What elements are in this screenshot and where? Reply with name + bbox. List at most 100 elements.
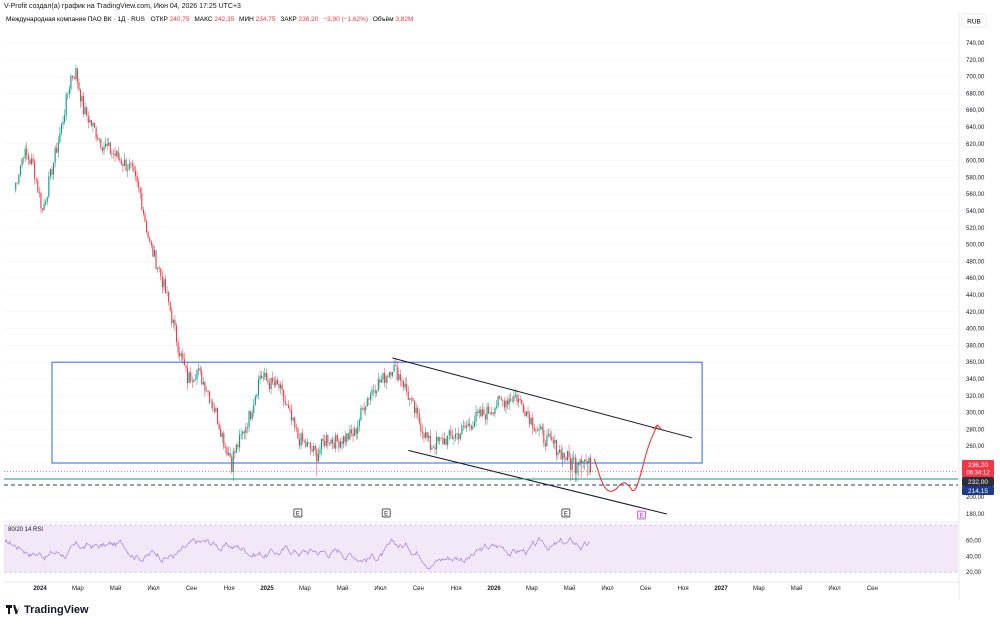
time-tick-label: Ноя — [678, 586, 689, 592]
candle-body — [153, 250, 155, 257]
candle-body — [250, 411, 252, 419]
candle-body — [398, 374, 400, 380]
price-tick-label: 720,00 — [966, 58, 985, 64]
grid — [4, 42, 958, 515]
candle-body — [486, 406, 488, 420]
tradingview-logo[interactable]: TradingView — [6, 604, 89, 616]
time-tick-label: Май — [564, 585, 576, 592]
rsi-pane[interactable] — [4, 521, 959, 573]
candle-body — [456, 433, 458, 435]
earnings-marker[interactable] — [381, 508, 391, 518]
candle-body — [472, 426, 474, 429]
candle-body — [387, 376, 389, 377]
candle-body — [295, 427, 297, 429]
candle-body — [168, 292, 170, 303]
candle-body — [404, 383, 406, 388]
drawings[interactable] — [4, 357, 958, 515]
time-tick-label: Май — [791, 585, 803, 592]
candle-body — [73, 77, 75, 80]
candle-body — [43, 204, 45, 211]
candle-body — [330, 439, 332, 444]
candle-body — [72, 75, 74, 78]
candle-body — [142, 209, 144, 214]
candle-body — [223, 433, 225, 447]
candle-body — [499, 396, 501, 399]
candle-body — [544, 442, 546, 447]
candle-body — [355, 428, 357, 434]
candle-body — [414, 400, 416, 413]
candle-body — [147, 232, 149, 238]
candle-body — [388, 372, 390, 377]
candle-body — [529, 414, 531, 425]
price-tick-label: 180,00 — [966, 512, 985, 518]
channel-lower-line[interactable] — [408, 449, 667, 515]
candle-body — [505, 400, 507, 408]
price-tick-label: 600,00 — [966, 159, 985, 165]
candle-body — [53, 162, 55, 175]
candle-body — [98, 138, 100, 140]
candle-body — [374, 389, 376, 394]
candle-body — [40, 192, 42, 209]
candle-body — [95, 127, 97, 139]
candles[interactable] — [15, 64, 592, 483]
candle-body — [21, 158, 23, 166]
candle-body — [417, 407, 419, 414]
candle-body — [570, 457, 572, 470]
currency-badge[interactable] — [961, 13, 987, 28]
time-tick-label: Июл — [147, 586, 160, 592]
candle-body — [366, 398, 368, 407]
time-tick-label: 2024 — [33, 586, 47, 592]
legend-open-label: ОТКР — [151, 16, 168, 23]
candle-body — [146, 221, 148, 233]
earnings-marker-label: E — [296, 512, 300, 518]
candle-body — [579, 459, 581, 465]
candle-body — [588, 457, 590, 463]
candle-body — [450, 430, 452, 436]
rsi-line[interactable] — [4, 536, 590, 570]
candle-body — [555, 439, 557, 456]
price-tick-label: 340,00 — [966, 377, 985, 383]
candle-body — [305, 441, 307, 447]
projection-path[interactable] — [593, 424, 658, 492]
candle-body — [319, 449, 321, 454]
candle-body — [49, 168, 51, 177]
candle-body — [302, 433, 304, 442]
range-box[interactable] — [51, 361, 703, 464]
candle-body — [543, 430, 545, 443]
price-axis[interactable]: 740,00 720,00 700,00 680,00 660,00 640,00 620,… — [958, 12, 985, 600]
candle-body — [311, 448, 313, 452]
price-tick-label: 680,00 — [966, 91, 985, 97]
time-axis[interactable]: 2024 Мар Май Июл Сен Ноя 2025 Мар Май Июл Сен Ноя 20… — [4, 581, 959, 592]
time-tick-label: Мар — [72, 586, 84, 592]
candle-body — [171, 310, 173, 324]
time-tick-label: Сен — [186, 586, 197, 592]
earnings-marker-label: E — [384, 512, 388, 518]
candle-body — [483, 409, 485, 415]
candle-body — [128, 163, 130, 170]
candle-body — [196, 370, 198, 380]
candle-body — [272, 377, 274, 383]
candle-body — [150, 241, 152, 246]
candle-body — [535, 430, 537, 432]
candle-body — [349, 429, 351, 440]
candle-body — [573, 457, 575, 459]
dividend-marker[interactable] — [637, 510, 646, 520]
legend-change: −3,90 (−1,62%) — [323, 16, 368, 23]
candle-body — [291, 410, 293, 421]
candle-body — [38, 191, 40, 193]
channel-upper-line[interactable] — [392, 357, 693, 439]
candle-body — [100, 138, 102, 148]
candle-body — [475, 411, 477, 422]
candle-body — [458, 433, 460, 440]
earnings-marker[interactable] — [561, 508, 571, 518]
candle-body — [585, 459, 587, 461]
candle-body — [81, 96, 83, 102]
earnings-marker[interactable] — [293, 508, 303, 518]
candle-body — [473, 421, 476, 427]
candle-body — [111, 153, 113, 154]
candle-body — [256, 394, 258, 397]
candle-body — [174, 319, 176, 326]
candle-body — [193, 379, 195, 382]
